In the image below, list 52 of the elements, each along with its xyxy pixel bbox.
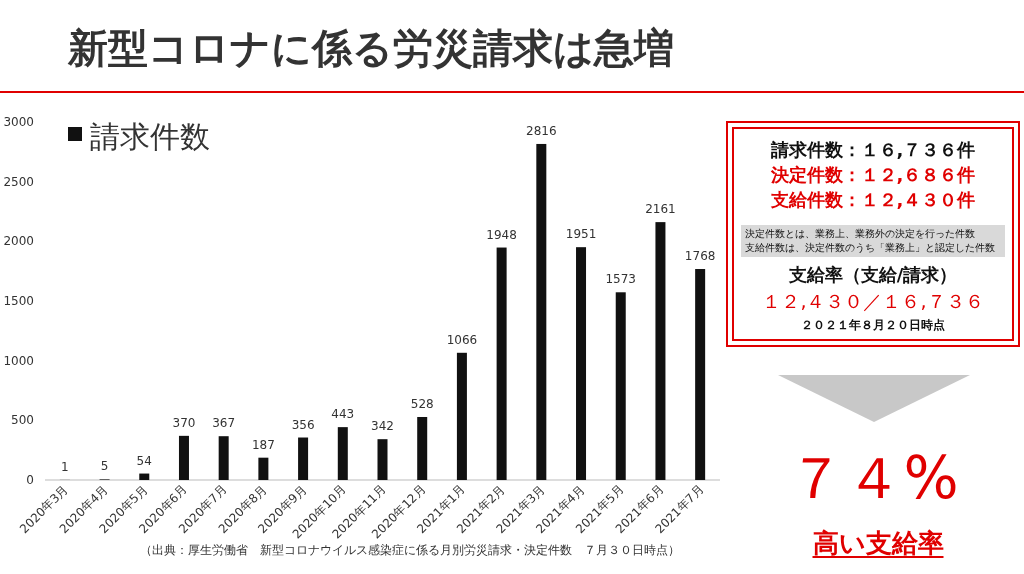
data-label: 2161 (645, 202, 676, 217)
bar (417, 416, 428, 480)
bar (576, 247, 587, 480)
bar (377, 439, 388, 480)
y-tick-label: 1000 (3, 353, 34, 368)
bar (139, 473, 150, 480)
data-label: 528 (410, 396, 434, 411)
text: 請求件数：１６,７３６件 (769, 139, 976, 160)
data-label: 1768 (684, 249, 716, 264)
legend-label: 請求件数 (90, 119, 210, 154)
y-tick-label: 2000 (3, 234, 34, 249)
y-tick-label: 2500 (3, 174, 34, 189)
text: 高い支給率 (812, 528, 944, 558)
bar (178, 435, 189, 480)
y-tick-label: 0 (26, 473, 34, 487)
bar (615, 292, 626, 480)
bar (337, 427, 348, 480)
data-label: 342 (371, 419, 394, 434)
data-label: 370 (172, 415, 196, 430)
data-label: 443 (331, 407, 355, 422)
y-tick-label: 1500 (3, 294, 34, 308)
text: ７４% (787, 444, 959, 512)
data-label: 54 (136, 453, 152, 468)
text: 決定件数とは、業務上、業務外の決定を行った件数 (745, 228, 975, 239)
bar (258, 457, 269, 480)
data-label: 1951 (565, 227, 597, 242)
data-label: 1 (61, 459, 69, 474)
text: 支給件数：１２,４３０件 (769, 189, 976, 210)
text: ２０２１年８月２０日時点 (801, 318, 945, 332)
data-label: 367 (212, 416, 236, 431)
bar (456, 352, 467, 480)
bar (536, 143, 547, 480)
y-tick-label: 3000 (3, 115, 34, 129)
data-label: 187 (251, 437, 275, 452)
chart-title: 新型コロナに係る労災請求は急増 (67, 25, 674, 71)
text: 支給件数は、決定件数のうち「業務上」と認定した件数 (745, 242, 995, 253)
bar (695, 269, 706, 480)
bar (298, 437, 309, 480)
bar (496, 247, 507, 480)
data-label: 1948 (486, 227, 517, 242)
bar (218, 436, 229, 480)
bar (655, 222, 666, 480)
data-label: 1573 (605, 272, 637, 287)
text: （出典：厚生労働省 新型コロナウイルス感染症に係る月別労災請求・決定件数 ７月３０日時点） (140, 543, 680, 557)
text: 決定件数：１２,６８６件 (769, 164, 976, 185)
text: １２,４３０／１６,７３６ (762, 290, 984, 312)
y-tick-label: 500 (11, 413, 34, 428)
data-label: 1066 (446, 332, 478, 347)
data-label: 2816 (526, 123, 557, 138)
data-label: 356 (291, 417, 315, 432)
data-label: 5 (100, 459, 109, 474)
text: 支給率（支給/請求） (787, 264, 958, 285)
